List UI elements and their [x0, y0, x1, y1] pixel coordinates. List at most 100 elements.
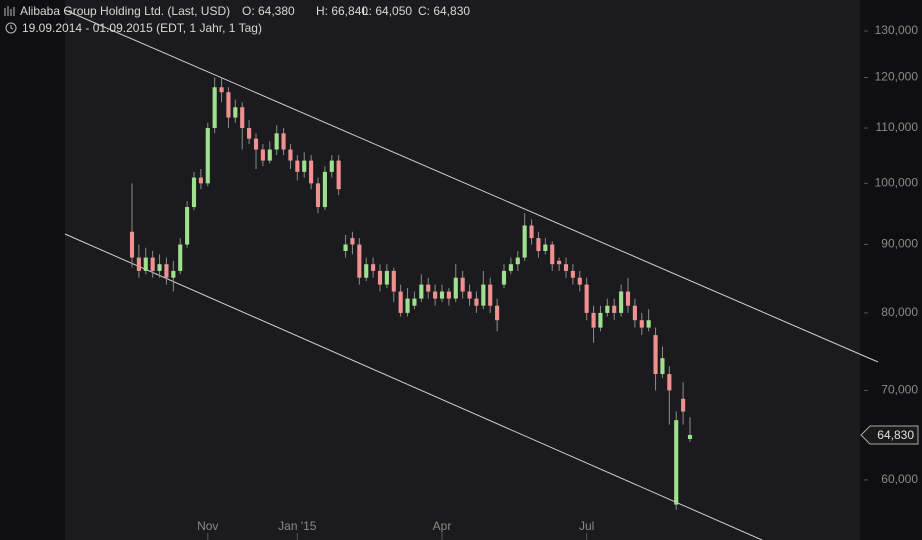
candle-body: [522, 225, 527, 258]
y-tick-label: 110,000: [876, 120, 919, 134]
candle-body: [460, 277, 465, 292]
candle-body: [426, 284, 431, 292]
candle-body: [322, 171, 327, 208]
candle-body: [632, 305, 637, 321]
y-tick-label: 80,000: [881, 305, 918, 319]
y-tick-label: 70,000: [881, 383, 918, 397]
y-tick-label: 100,000: [875, 176, 919, 190]
candle-body: [178, 244, 183, 271]
header-icon: [4, 6, 15, 16]
candle-body: [371, 264, 376, 271]
plot-area: [65, 0, 860, 540]
candle-body: [350, 238, 355, 245]
candle-body: [343, 244, 348, 252]
last-price-box: [860, 425, 919, 445]
candle-body: [329, 160, 334, 172]
candle-body: [439, 291, 445, 299]
candle-body: [536, 238, 541, 252]
ohlc-open: O: 64,380: [242, 4, 295, 18]
candle-body: [577, 277, 582, 285]
y-tick-label: 120,000: [875, 70, 919, 84]
ohlc-close: C: 64,830: [418, 4, 470, 18]
candle-body: [687, 434, 693, 440]
candle-body: [143, 257, 148, 271]
candle-body: [377, 270, 383, 285]
candle-body: [274, 133, 279, 150]
candle-body: [508, 264, 513, 271]
y-tick-label: 90,000: [881, 237, 918, 251]
x-tick-label: Jul: [579, 519, 594, 533]
candle-body: [619, 291, 624, 313]
candle-body: [164, 264, 169, 278]
candle-body: [136, 257, 141, 271]
candle-body: [309, 160, 314, 184]
candle-body: [281, 133, 286, 150]
candle-body: [653, 335, 658, 375]
candle-body: [336, 160, 341, 190]
candle-body: [446, 291, 451, 299]
candle-body: [667, 374, 672, 391]
candle-body: [129, 231, 135, 258]
candle-body: [550, 244, 555, 265]
candle-body: [591, 312, 596, 328]
candle-body: [543, 244, 548, 252]
y-tick-label: 130,000: [875, 23, 919, 37]
x-tick-label: Jan '15: [278, 519, 317, 533]
candle-body: [398, 291, 403, 313]
candle-body: [660, 358, 665, 375]
ohlc-low: L: 64,050: [362, 4, 412, 18]
candle-body: [405, 298, 410, 313]
candle-body: [315, 183, 321, 208]
last-price-label: 64,830: [877, 428, 914, 442]
candle-body: [501, 270, 507, 285]
candle-body: [171, 270, 176, 278]
trend-line-lower: [64, 233, 763, 540]
candle-body: [185, 207, 190, 245]
candle-body: [364, 264, 369, 278]
candle-body: [557, 260, 562, 265]
candle-body: [639, 320, 644, 328]
x-tick-label: Apr: [433, 519, 452, 533]
trend-line-upper: [64, 9, 879, 363]
candle-body: [267, 149, 272, 161]
candle-body: [150, 257, 155, 271]
candle-body: [247, 128, 252, 139]
candle-body: [219, 87, 224, 93]
candle-body: [474, 298, 479, 306]
candle-body: [584, 284, 589, 313]
candle-body: [357, 244, 362, 278]
candle-body: [488, 284, 493, 306]
chart-title: Alibaba Group Holding Ltd. (Last, USD): [20, 4, 230, 18]
chart-subtitle: 19.09.2014 - 01.09.2015 (EDT, 1 Jahr, 1 …: [22, 21, 262, 35]
clock-icon: [5, 22, 17, 34]
candle-body: [384, 270, 389, 285]
candle-body: [515, 257, 520, 265]
candle-body: [598, 312, 603, 328]
ohlc-high: H: 66,840: [316, 4, 368, 18]
candle-body: [453, 277, 458, 299]
candle-body: [212, 87, 217, 129]
candle-body: [391, 270, 396, 292]
candle-body: [625, 291, 631, 306]
candle-body: [563, 264, 569, 271]
candle-body: [674, 420, 679, 505]
candle-body: [240, 107, 245, 129]
candle-body: [253, 138, 259, 150]
candle-body: [481, 284, 486, 306]
candle-body: [529, 225, 534, 239]
candle-body: [681, 398, 686, 412]
candle-body: [198, 177, 203, 184]
candle-body: [495, 305, 500, 321]
candle-body: [157, 264, 162, 271]
candle-body: [612, 305, 617, 313]
candle-body: [302, 160, 307, 172]
candle-body: [467, 291, 472, 299]
candle-body: [233, 107, 238, 118]
candle-body: [605, 305, 610, 313]
candle-body: [191, 177, 197, 208]
candle-body: [412, 298, 417, 306]
candle-body: [570, 270, 575, 278]
candle-body: [260, 149, 265, 161]
